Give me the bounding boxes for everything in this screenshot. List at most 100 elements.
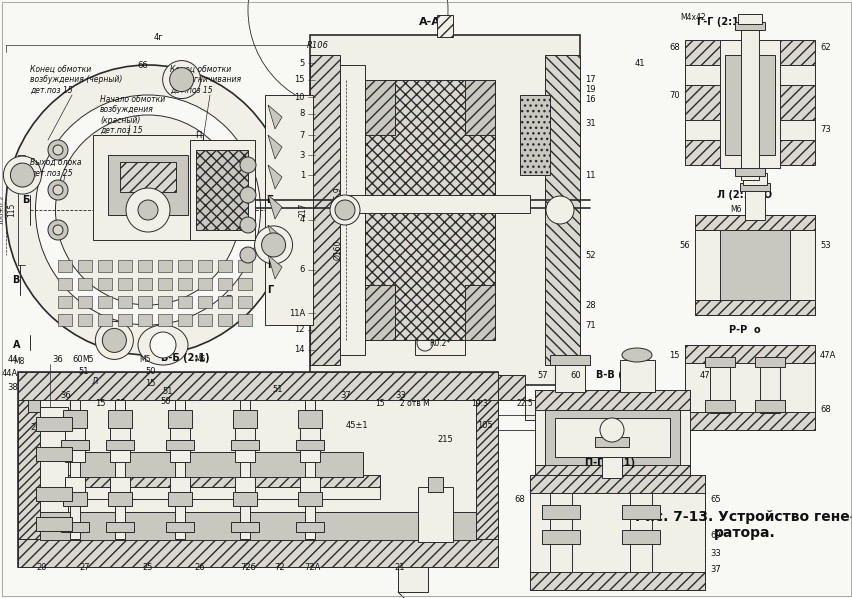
Bar	[196, 150, 248, 230]
Bar	[544, 55, 579, 365]
Bar	[198, 296, 212, 308]
Bar	[555, 418, 669, 457]
Bar	[300, 477, 320, 492]
Bar	[734, 168, 764, 176]
Text: Л (2:1)ЦО: Л (2:1)ЦО	[717, 190, 772, 200]
Ellipse shape	[163, 60, 200, 99]
Bar	[541, 530, 579, 544]
Text: Р-Р  о: Р-Р о	[728, 325, 760, 335]
Bar	[178, 278, 192, 290]
Text: 52: 52	[584, 251, 595, 260]
Bar	[36, 417, 72, 431]
Bar	[309, 35, 579, 385]
Circle shape	[53, 225, 63, 235]
Text: 61: 61	[178, 410, 188, 420]
Bar	[520, 95, 550, 175]
Text: Л: Л	[92, 377, 98, 386]
Text: 11: 11	[584, 170, 595, 179]
Bar	[684, 120, 814, 140]
Bar	[684, 140, 814, 165]
Circle shape	[10, 163, 34, 187]
Text: Ø135.9: Ø135.9	[333, 186, 343, 214]
Bar	[18, 400, 40, 539]
Bar	[170, 477, 190, 492]
Bar	[529, 475, 704, 590]
Bar	[118, 296, 132, 308]
Bar	[18, 372, 498, 567]
Text: 65: 65	[709, 496, 720, 505]
Bar	[365, 80, 394, 135]
Bar	[198, 278, 212, 290]
Text: 44А: 44А	[2, 368, 18, 377]
Text: Выход блока
дет.поз 25: Выход блока дет.поз 25	[30, 158, 82, 178]
Ellipse shape	[621, 348, 651, 362]
Bar	[541, 505, 579, 519]
Circle shape	[239, 217, 256, 233]
Text: 32: 32	[30, 405, 41, 414]
Bar	[168, 410, 192, 428]
Bar	[231, 440, 259, 450]
Text: 50: 50	[145, 368, 155, 377]
Ellipse shape	[3, 156, 42, 194]
Text: Б: Б	[266, 195, 273, 205]
Circle shape	[48, 220, 68, 240]
Ellipse shape	[138, 325, 187, 365]
Bar	[218, 314, 232, 326]
Bar	[170, 450, 190, 462]
Bar	[296, 522, 324, 532]
Bar	[118, 314, 132, 326]
Bar	[534, 390, 689, 485]
Bar	[108, 410, 132, 428]
Text: 217: 217	[298, 203, 307, 217]
Bar	[704, 357, 734, 367]
Bar	[239, 400, 250, 539]
Bar	[73, 452, 363, 477]
Circle shape	[599, 418, 624, 442]
Bar	[36, 447, 72, 461]
Bar	[238, 296, 251, 308]
Text: В: В	[13, 275, 20, 285]
Bar	[398, 567, 428, 592]
Bar	[234, 428, 255, 440]
Bar	[475, 400, 498, 539]
Text: Б: Б	[23, 195, 30, 205]
Bar	[534, 465, 689, 485]
Bar	[58, 278, 72, 290]
Text: 33: 33	[709, 548, 720, 557]
Bar	[619, 360, 654, 392]
Bar	[436, 15, 452, 37]
Circle shape	[53, 145, 63, 155]
Bar	[704, 400, 734, 412]
Ellipse shape	[36, 95, 260, 325]
Text: R106: R106	[307, 41, 329, 50]
Text: Конец обмотки
размагничивания
дет.поз 15: Конец обмотки размагничивания дет.поз 15	[170, 65, 241, 95]
Circle shape	[335, 200, 354, 220]
Bar	[529, 475, 704, 493]
Text: А: А	[13, 340, 20, 350]
Text: М6: М6	[729, 206, 740, 215]
Text: 22.5: 22.5	[516, 398, 532, 407]
Bar	[120, 162, 176, 192]
Bar	[78, 296, 92, 308]
Bar	[296, 440, 324, 450]
Bar	[36, 517, 72, 531]
Bar	[595, 437, 628, 447]
Circle shape	[170, 68, 193, 91]
Bar	[684, 65, 814, 85]
Text: 51: 51	[78, 368, 89, 377]
Circle shape	[102, 328, 126, 352]
Bar	[106, 522, 134, 532]
Text: 105: 105	[476, 420, 492, 429]
Bar	[98, 296, 112, 308]
Bar	[684, 40, 814, 65]
Circle shape	[53, 185, 63, 195]
Text: Рис. 7-13. Устройство гене-
ратора.: Рис. 7-13. Устройство гене- ратора.	[634, 510, 852, 540]
Text: 15: 15	[95, 399, 106, 408]
Text: 2 отв М: 2 отв М	[400, 398, 429, 407]
Text: R0.2*: R0.2*	[429, 338, 450, 347]
Bar	[233, 492, 256, 506]
Text: 26: 26	[194, 563, 205, 572]
Text: 4: 4	[299, 215, 305, 224]
Ellipse shape	[545, 196, 573, 224]
Bar	[218, 260, 232, 272]
